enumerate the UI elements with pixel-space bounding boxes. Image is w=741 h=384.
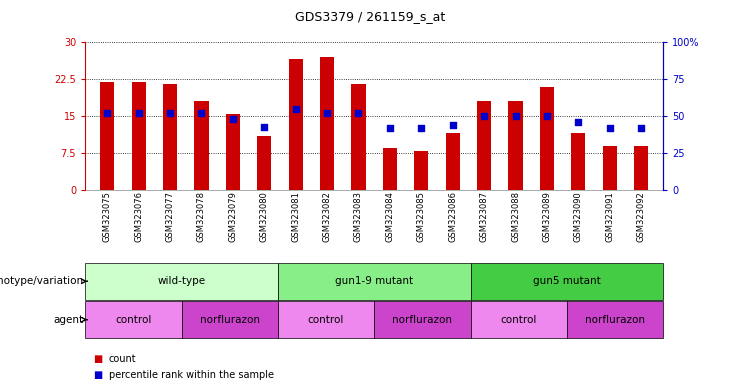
Bar	[257, 136, 271, 190]
Text: gun1-9 mutant: gun1-9 mutant	[335, 276, 413, 286]
Text: count: count	[109, 354, 136, 364]
Point	[321, 110, 333, 116]
Point	[353, 110, 365, 116]
Point	[416, 125, 428, 131]
Text: agent: agent	[53, 314, 84, 325]
Bar	[163, 84, 177, 190]
Point	[510, 113, 522, 119]
Bar	[445, 133, 460, 190]
Bar	[288, 60, 303, 190]
Point	[604, 125, 616, 131]
Text: ■: ■	[93, 354, 102, 364]
Text: control: control	[500, 314, 537, 325]
Point	[541, 113, 553, 119]
Bar	[100, 82, 114, 190]
Text: norflurazon: norflurazon	[393, 314, 452, 325]
Bar	[226, 114, 240, 190]
Text: norflurazon: norflurazon	[585, 314, 645, 325]
Text: gun5 mutant: gun5 mutant	[533, 276, 601, 286]
Point	[447, 122, 459, 128]
Point	[384, 125, 396, 131]
Point	[196, 110, 207, 116]
Bar	[602, 146, 617, 190]
Point	[635, 125, 647, 131]
Bar	[383, 148, 397, 190]
Bar	[508, 101, 522, 190]
Text: GDS3379 / 261159_s_at: GDS3379 / 261159_s_at	[296, 10, 445, 23]
Point	[290, 106, 302, 112]
Text: percentile rank within the sample: percentile rank within the sample	[109, 370, 274, 380]
Bar	[320, 57, 334, 190]
Text: genotype/variation: genotype/variation	[0, 276, 84, 286]
Text: wild-type: wild-type	[158, 276, 205, 286]
Bar	[634, 146, 648, 190]
Point	[133, 110, 144, 116]
Bar	[132, 82, 146, 190]
Point	[227, 116, 239, 122]
Bar	[540, 87, 554, 190]
Bar	[414, 151, 428, 190]
Bar	[477, 101, 491, 190]
Text: norflurazon: norflurazon	[200, 314, 259, 325]
Point	[478, 113, 490, 119]
Bar	[194, 101, 208, 190]
Bar	[351, 84, 365, 190]
Point	[102, 110, 113, 116]
Text: control: control	[308, 314, 345, 325]
Bar	[571, 133, 585, 190]
Point	[259, 123, 270, 129]
Text: control: control	[115, 314, 152, 325]
Point	[164, 110, 176, 116]
Point	[573, 119, 585, 125]
Text: ■: ■	[93, 370, 102, 380]
